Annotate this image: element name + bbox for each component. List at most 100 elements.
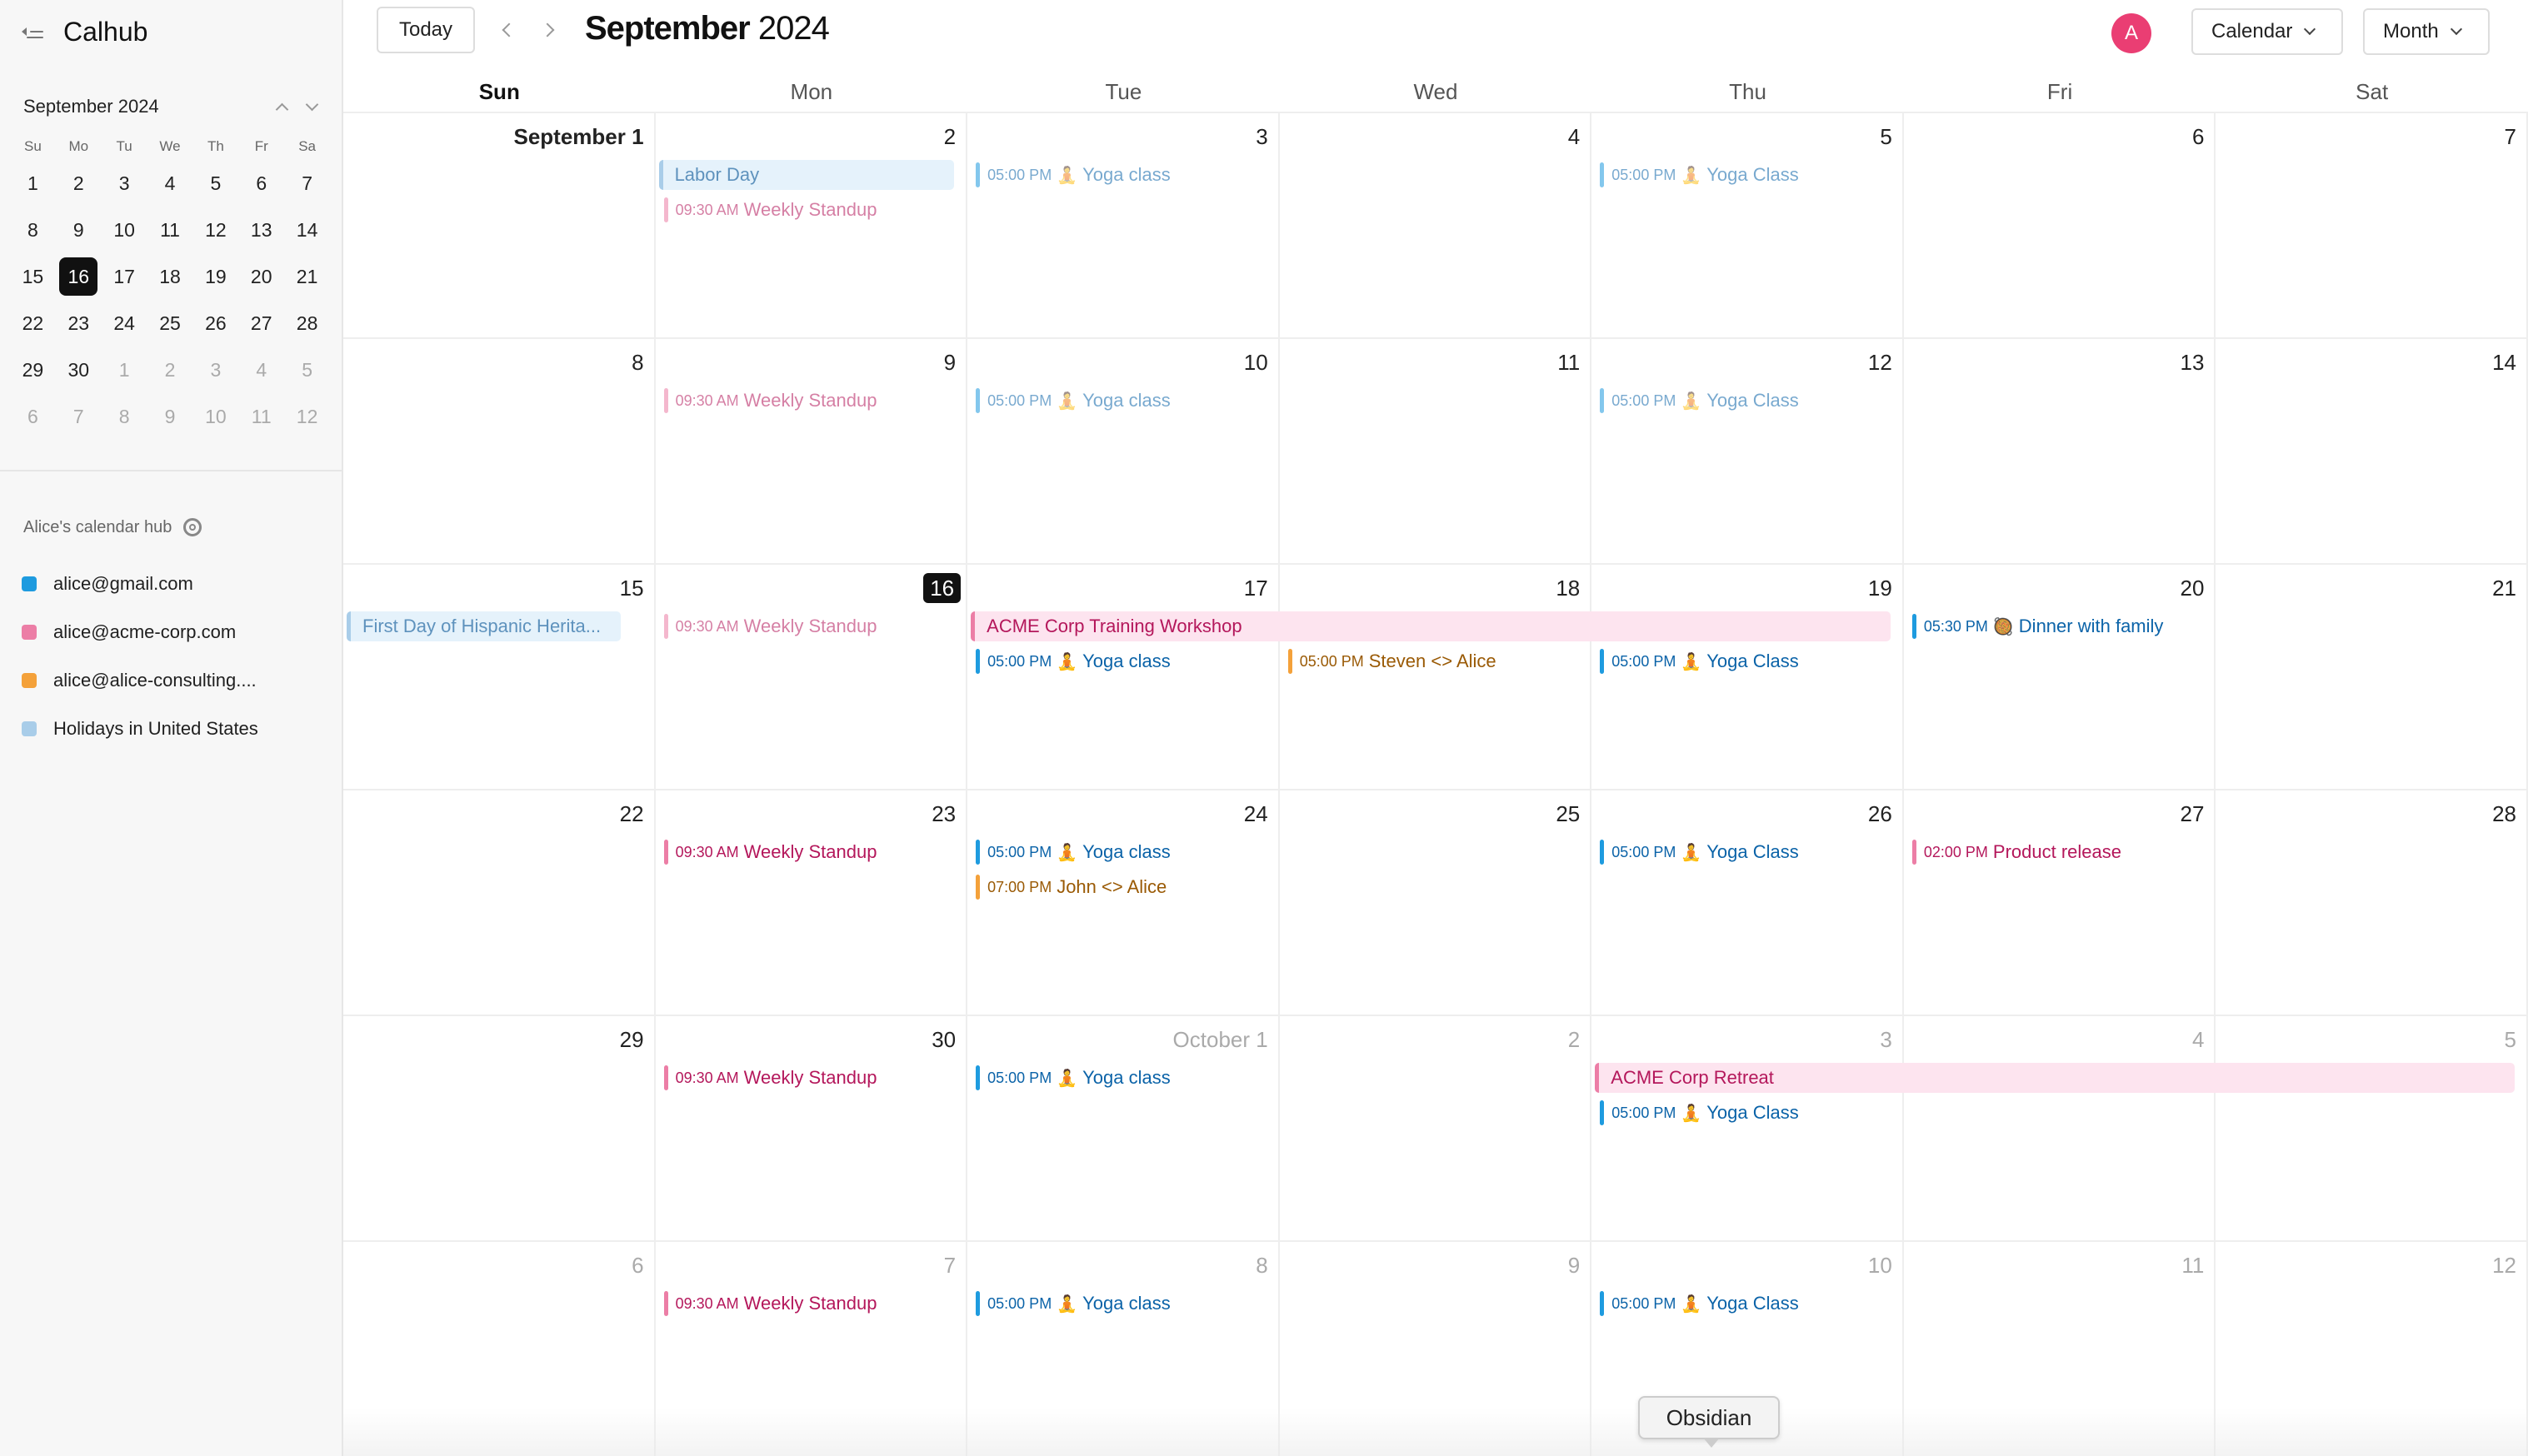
day-cell[interactable]: 9 — [1280, 1242, 1592, 1456]
mini-calendar-day[interactable]: 29 — [10, 351, 56, 389]
mini-calendar-next-icon[interactable] — [297, 93, 327, 120]
mini-calendar-day[interactable]: 4 — [238, 351, 284, 389]
mini-calendar-day[interactable]: 11 — [147, 211, 193, 249]
day-cell[interactable]: 2 — [1279, 1016, 1592, 1242]
day-cell[interactable]: 5 — [2216, 1016, 2528, 1242]
day-cell[interactable]: 12 — [2216, 1242, 2528, 1456]
calendar-event[interactable]: 02:00 PM Product release — [1911, 837, 2200, 867]
day-cell[interactable]: 30 — [655, 1016, 968, 1242]
mini-calendar-day[interactable]: 12 — [284, 397, 330, 436]
day-cell[interactable]: 8 — [967, 1242, 1280, 1456]
collapse-sidebar-icon[interactable] — [22, 22, 45, 41]
day-cell[interactable]: 4 — [1279, 113, 1592, 339]
mini-calendar-day[interactable]: 22 — [10, 304, 56, 342]
mini-calendar-day[interactable]: 7 — [284, 164, 330, 202]
mini-calendar-day[interactable]: 15 — [10, 257, 56, 296]
day-cell[interactable]: 16 — [655, 565, 968, 790]
mini-calendar-day[interactable]: 30 — [56, 351, 102, 389]
prev-month-icon[interactable] — [495, 15, 523, 45]
calendar-event[interactable]: 09:30 AM Weekly Standup — [663, 386, 952, 416]
day-cell[interactable]: 28 — [2216, 790, 2528, 1016]
calendar-event[interactable]: 07:00 PM John <> Alice — [976, 872, 1263, 902]
mini-calendar-day[interactable]: 4 — [147, 164, 193, 202]
day-cell[interactable]: 7 — [2216, 113, 2528, 339]
mini-calendar-day[interactable]: 12 — [192, 211, 238, 249]
mini-calendar-day[interactable]: 8 — [10, 211, 56, 249]
day-cell[interactable]: 3 — [1591, 1016, 1904, 1242]
mini-calendar-day[interactable]: 1 — [10, 164, 56, 202]
day-cell[interactable]: 4 — [1903, 1016, 2216, 1242]
day-cell[interactable]: 18 — [1279, 565, 1592, 790]
calendar-event[interactable]: Labor Day — [658, 160, 955, 190]
day-cell[interactable]: 20 — [1903, 565, 2216, 790]
day-cell[interactable]: 11 — [1904, 1242, 2216, 1456]
mini-calendar-day[interactable]: 27 — [238, 304, 284, 342]
mini-calendar-day[interactable]: 8 — [102, 397, 147, 436]
calendar-event[interactable]: 05:00 PM 🧘 Yoga Class — [1600, 160, 1887, 190]
calendar-event[interactable]: 09:30 AM Weekly Standup — [663, 195, 952, 225]
calendar-list-item[interactable]: Holidays in United States — [22, 705, 258, 753]
day-cell[interactable]: 12 — [1591, 339, 1904, 565]
calendar-event[interactable]: 09:30 AM Weekly Standup — [663, 611, 952, 641]
calendar-event[interactable]: 09:30 AM Weekly Standup — [663, 1289, 952, 1319]
calendar-event[interactable]: 05:00 PM 🧘 Yoga class — [976, 1289, 1263, 1319]
mini-calendar-day[interactable]: 19 — [192, 257, 238, 296]
mini-calendar-day[interactable]: 6 — [10, 397, 56, 436]
day-cell[interactable]: 23 — [655, 790, 968, 1016]
day-cell[interactable]: 2 — [655, 113, 968, 339]
day-cell[interactable]: 17 — [967, 565, 1280, 790]
mini-calendar-day[interactable]: 10 — [192, 397, 238, 436]
calendar-event[interactable]: 05:00 PM 🧘 Yoga Class — [1600, 1098, 1887, 1128]
mini-calendar-day[interactable]: 17 — [102, 257, 147, 296]
mini-calendar-day[interactable]: 1 — [102, 351, 147, 389]
mini-calendar-day[interactable]: 16 — [56, 257, 102, 296]
calendar-event[interactable]: 05:00 PM 🧘 Yoga Class — [1600, 386, 1887, 416]
mini-calendar-day[interactable]: 9 — [56, 211, 102, 249]
day-cell[interactable]: 14 — [2216, 339, 2528, 565]
view-dropdown[interactable]: Month — [2363, 8, 2490, 55]
calendar-event[interactable]: 05:00 PM 🧘 Yoga class — [976, 160, 1263, 190]
day-cell[interactable]: 21 — [2216, 565, 2528, 790]
day-cell[interactable]: 6 — [1903, 113, 2216, 339]
day-cell[interactable]: 13 — [1903, 339, 2216, 565]
mini-calendar-day[interactable]: 10 — [102, 211, 147, 249]
calendar-event[interactable]: 05:00 PM 🧘 Yoga class — [976, 386, 1263, 416]
calendar-event[interactable]: ACME Corp Training Workshop — [971, 611, 1891, 641]
calendar-event[interactable]: 05:00 PM 🧘 Yoga Class — [1600, 837, 1887, 867]
day-cell[interactable]: 5 — [1591, 113, 1904, 339]
day-cell[interactable]: 29 — [343, 1016, 656, 1242]
calendar-event[interactable]: 05:00 PM 🧘 Yoga class — [976, 1063, 1263, 1093]
day-cell[interactable]: 8 — [343, 339, 656, 565]
calendar-list-item[interactable]: alice@acme-corp.com — [22, 608, 258, 656]
mini-calendar-day[interactable]: 14 — [284, 211, 330, 249]
mini-calendar-day[interactable]: 6 — [238, 164, 284, 202]
mini-calendar-day[interactable]: 5 — [192, 164, 238, 202]
day-cell[interactable]: 10 — [1591, 1242, 1904, 1456]
day-cell[interactable]: 10 — [967, 339, 1280, 565]
day-cell[interactable]: 11 — [1279, 339, 1592, 565]
mini-calendar-day[interactable]: 26 — [192, 304, 238, 342]
mini-calendar-day[interactable]: 9 — [147, 397, 193, 436]
calendar-list-item[interactable]: alice@gmail.com — [22, 560, 258, 608]
day-cell[interactable]: 15 — [343, 565, 656, 790]
calendar-event[interactable]: 05:00 PM 🧘 Yoga class — [976, 837, 1263, 867]
mini-calendar-day[interactable]: 20 — [238, 257, 284, 296]
calendar-event[interactable]: First Day of Hispanic Herita... — [347, 611, 621, 641]
calendar-color-swatch[interactable] — [22, 625, 37, 640]
calendar-color-swatch[interactable] — [22, 576, 37, 591]
day-cell[interactable]: 19 — [1591, 565, 1904, 790]
day-cell[interactable]: 27 — [1903, 790, 2216, 1016]
mini-calendar-day[interactable]: 7 — [56, 397, 102, 436]
calendar-dropdown[interactable]: Calendar — [2191, 8, 2343, 55]
day-cell[interactable]: 7 — [656, 1242, 968, 1456]
calendar-event[interactable]: 05:30 PM 🥘 Dinner with family — [1911, 611, 2200, 641]
mini-calendar-day[interactable]: 2 — [56, 164, 102, 202]
calendar-event[interactable]: 09:30 AM Weekly Standup — [663, 1063, 952, 1093]
calendar-color-swatch[interactable] — [22, 673, 37, 688]
calendar-event[interactable]: 05:00 PM Steven <> Alice — [1287, 646, 1576, 676]
day-cell[interactable]: October 1 — [967, 1016, 1280, 1242]
calendar-event[interactable]: ACME Corp Retreat — [1595, 1063, 2515, 1093]
mini-calendar-day[interactable]: 3 — [192, 351, 238, 389]
mini-calendar-day[interactable]: 23 — [56, 304, 102, 342]
mini-calendar-day[interactable]: 13 — [238, 211, 284, 249]
